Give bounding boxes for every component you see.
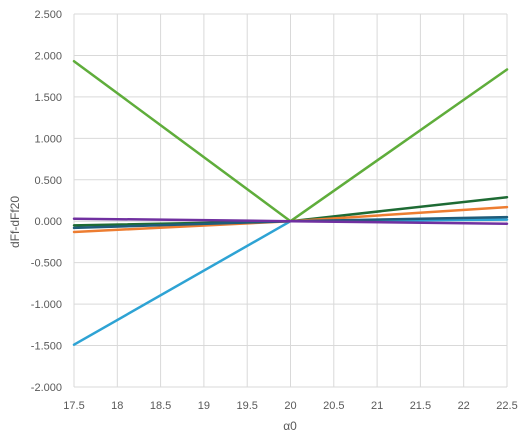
y-tick-label: -2.000 xyxy=(31,382,62,394)
x-tick-label: 21 xyxy=(371,400,383,412)
x-tick-label: 18 xyxy=(111,400,123,412)
y-tick-label: 2.500 xyxy=(34,9,62,21)
x-tick-label: 22 xyxy=(458,400,470,412)
y-axis-tick-labels: 2.500 2.000 1.500 1.000 0.500 0.000 -0.500 -1.0… xyxy=(31,9,62,394)
y-tick-label: 0.500 xyxy=(34,175,62,187)
x-tick-label: 21.5 xyxy=(410,400,431,412)
x-axis-tick-labels: 17.5 18 18.5 19 19.5 20 20.5 21 21.5 22 22.5 xyxy=(63,400,517,412)
series-lines xyxy=(72,59,509,346)
grid-lines xyxy=(73,13,508,388)
x-axis-title: α0 xyxy=(283,419,297,433)
y-tick-label: 0.000 xyxy=(34,216,62,228)
x-tick-label: 19 xyxy=(198,400,210,412)
y-tick-label: -0.500 xyxy=(31,258,62,270)
y-tick-label: 1.000 xyxy=(34,133,62,145)
x-tick-label: 18.5 xyxy=(150,400,171,412)
y-tick-label: -1.000 xyxy=(31,299,62,311)
x-tick-label: 19.5 xyxy=(236,400,257,412)
y-tick-label: 1.500 xyxy=(34,92,62,104)
x-tick-label: 20.5 xyxy=(323,400,344,412)
x-tick-label: 17.5 xyxy=(63,400,84,412)
y-tick-label: 2.000 xyxy=(34,50,62,62)
x-tick-label: 22.5 xyxy=(496,400,517,412)
series-line-6 xyxy=(72,217,509,225)
x-tick-label: 20 xyxy=(284,400,296,412)
y-tick-label: -1.500 xyxy=(31,341,62,353)
y-axis-title: dFf-dFf20 xyxy=(8,196,22,248)
